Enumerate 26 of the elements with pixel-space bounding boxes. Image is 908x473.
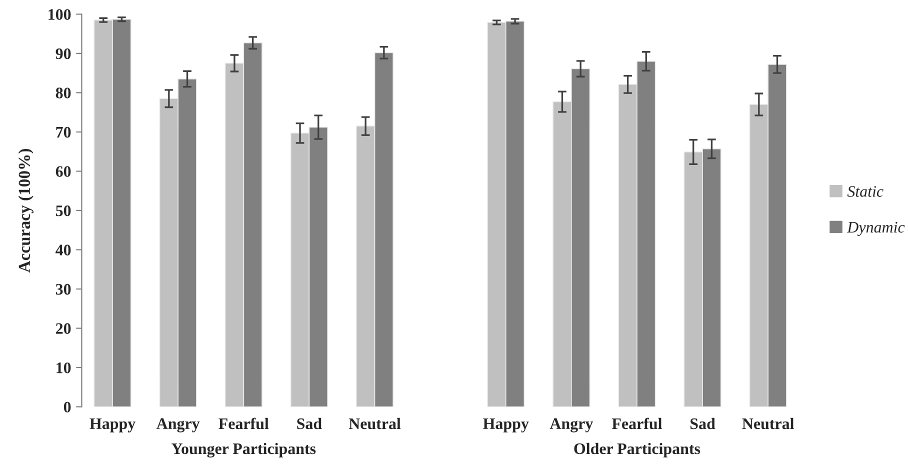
text: Younger Participants <box>172 442 316 458</box>
y-axis-title: Accuracy (100%) <box>18 148 34 273</box>
x-tick-label: Fearful <box>612 418 662 430</box>
y-tick-label: 40 <box>56 244 71 256</box>
x-tick-label: Sad <box>297 418 322 430</box>
x-tick-label: Neutral <box>742 418 794 430</box>
y-tick-label: 0 <box>64 402 71 412</box>
y-tick-label: 70 <box>56 126 71 138</box>
legend-label: Dynamic <box>847 222 905 236</box>
x-tick-label: Fearful <box>218 418 269 430</box>
text: Older Participants <box>574 442 700 458</box>
y-tick-label: 30 <box>56 284 71 295</box>
x-tick-label: Happy <box>483 418 529 432</box>
x-tick-label: Happy <box>90 418 136 432</box>
y-tick-label: 10 <box>56 362 71 374</box>
y-tick-label: 90 <box>56 48 71 60</box>
y-tick-label: 80 <box>56 88 71 98</box>
y-tick-label: 50 <box>56 205 71 216</box>
x-tick-label: Sad <box>690 418 716 430</box>
x-tick-label: Neutral <box>348 418 401 430</box>
y-tick-label: 60 <box>56 166 71 177</box>
x-tick-label: Angry <box>156 418 200 432</box>
x-tick-label: Angry <box>550 418 593 432</box>
y-tick-label: 20 <box>56 323 71 334</box>
legend-label: Static <box>847 186 884 197</box>
y-tick-label: 100 <box>48 9 71 20</box>
